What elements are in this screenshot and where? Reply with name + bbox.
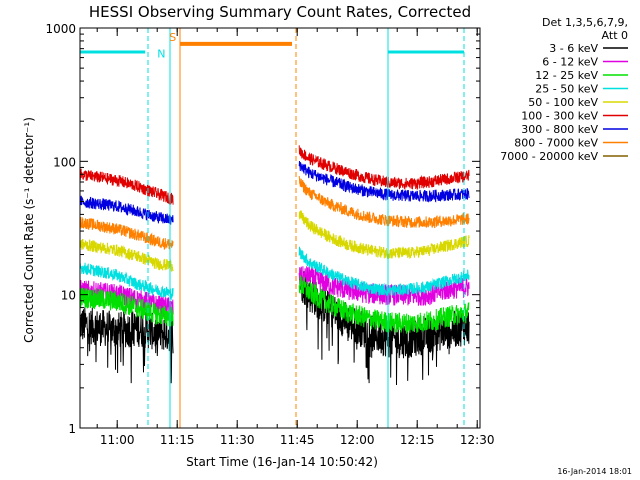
annotation-layer: NS	[80, 28, 465, 428]
x-tick-label-3: 11:45	[280, 433, 315, 447]
legend-header-line-2: Att 0	[602, 29, 628, 42]
series-line-3-segment-1	[298, 246, 470, 297]
series-line-5-segment-0	[80, 168, 174, 205]
series-line-0-segment-1	[298, 267, 470, 386]
x-tick-label-5: 12:15	[400, 433, 435, 447]
series-line-5-segment-1	[298, 145, 470, 191]
series-line-4-segment-0	[80, 238, 174, 272]
flag-label-n: N	[157, 48, 165, 61]
y-axis-label: Corrected Count Rate (s⁻¹ detector⁻¹)	[22, 117, 36, 343]
x-axis-label: Start Time (16-Jan-14 10:50:42)	[186, 455, 378, 469]
series-line-7-segment-1	[298, 176, 470, 229]
x-tick-label-4: 12:00	[340, 433, 375, 447]
y-tick-label-0: 1	[68, 422, 76, 436]
x-tick-label-0: 11:00	[100, 433, 135, 447]
y-tick-label-3: 1000	[45, 22, 76, 36]
chart-title: HESSI Observing Summary Count Rates, Cor…	[89, 3, 471, 21]
legend-label-4: 50 - 100 keV	[528, 96, 598, 109]
y-tick-label-1: 10	[61, 289, 76, 303]
series-line-0-segment-0	[80, 307, 174, 384]
series-line-3-segment-0	[80, 262, 174, 301]
legend-label-8: 7000 - 20000 keV	[500, 150, 598, 163]
legend-header-line-1: Det 1,3,5,6,7,9,	[542, 16, 628, 29]
legend-label-0: 3 - 6 keV	[549, 42, 598, 55]
plot-frame	[79, 27, 481, 429]
x-tick-label-2: 11:30	[220, 433, 255, 447]
series-line-7-segment-0	[80, 216, 174, 250]
flag-label-s: S	[169, 31, 176, 44]
legend-label-1: 6 - 12 keV	[542, 56, 598, 69]
legend-label-3: 25 - 50 keV	[535, 83, 598, 96]
footer-timestamp: 16-Jan-2014 18:01	[557, 467, 632, 476]
legend-label-5: 100 - 300 keV	[521, 110, 598, 123]
series-line-6-segment-1	[298, 160, 470, 203]
axis-layer: 11:00 11:15 11:30 11:45 12:00 12:15 12:30 1 10 10…	[45, 22, 494, 447]
series-line-2-segment-0	[80, 287, 174, 327]
x-tick-label-6: 12:30	[460, 433, 495, 447]
series-line-6-segment-0	[80, 195, 174, 225]
x-tick-label-1: 11:15	[160, 433, 195, 447]
legend-label-2: 12 - 25 keV	[535, 69, 598, 82]
series-line-2-segment-1	[298, 275, 470, 334]
legend-label-7: 800 - 7000 keV	[514, 137, 598, 150]
series-line-4-segment-1	[298, 210, 470, 260]
data-layer	[80, 145, 470, 386]
y-tick-label-2: 100	[53, 155, 76, 169]
legend-label-6: 300 - 800 keV	[521, 123, 598, 136]
